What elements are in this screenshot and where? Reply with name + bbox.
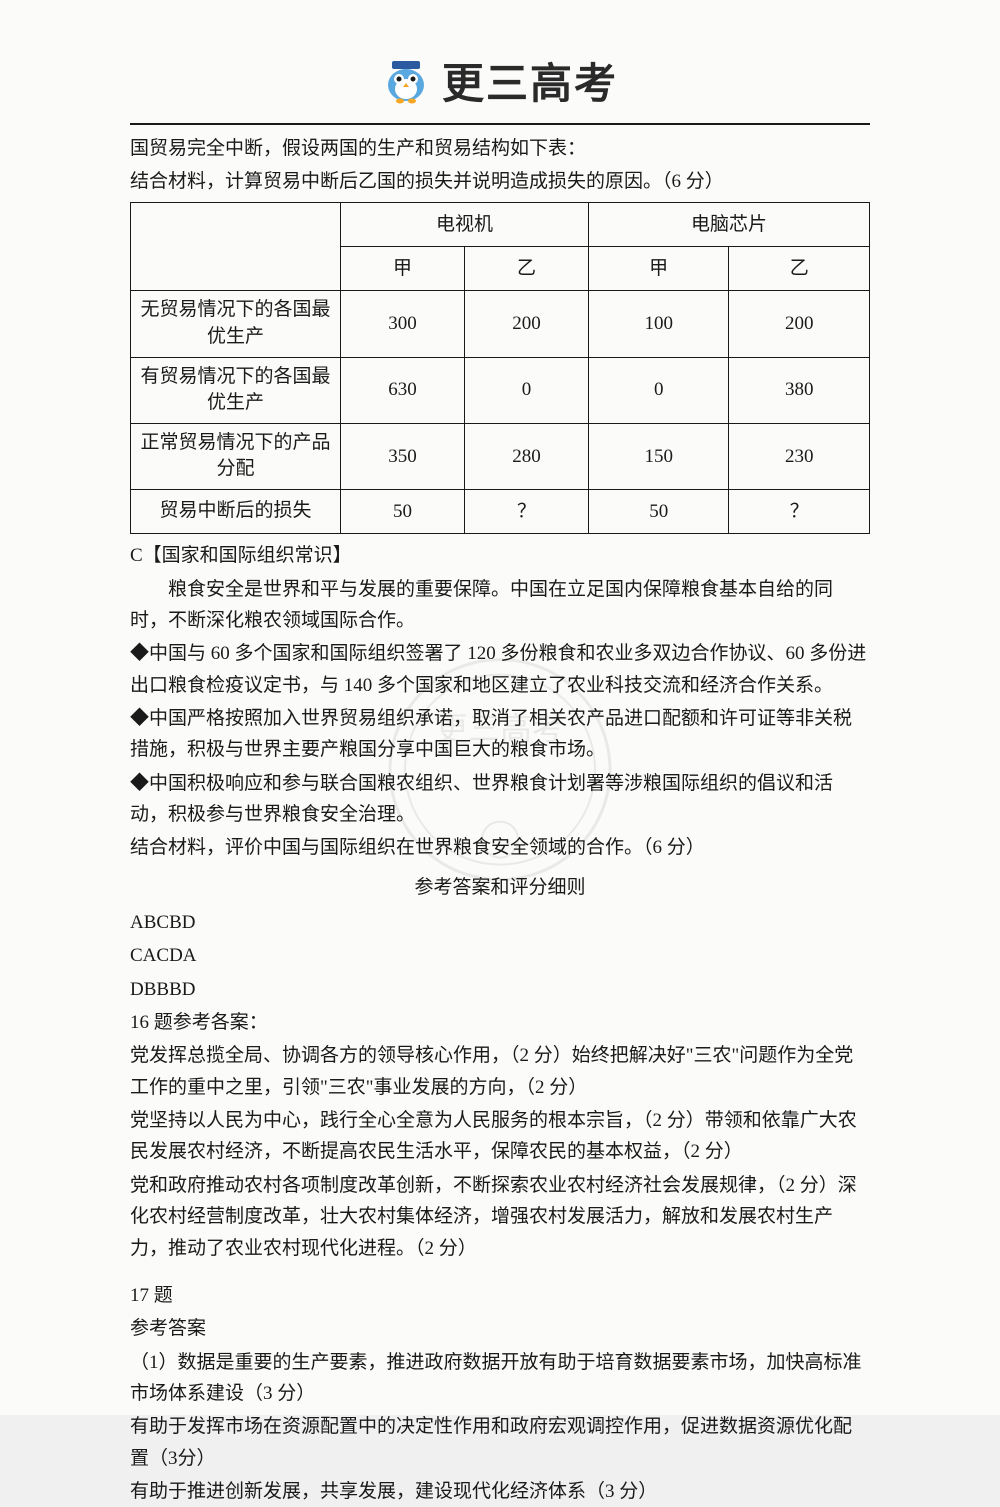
- table-header-row-1: 电视机 电脑芯片: [131, 202, 870, 246]
- cell: 50: [341, 489, 465, 533]
- q17-ref: 参考答案: [130, 1313, 870, 1344]
- cell: 50: [588, 489, 729, 533]
- section-c-title: C【国家和国际组织常识】: [130, 540, 870, 571]
- section-c-question: 结合材料，评价中国与国际组织在世界粮食安全领域的合作。（6 分）: [130, 832, 870, 863]
- document-page: 更三高考 更三高考 国贸: [0, 0, 1000, 1415]
- section-c-b2: ◆中国严格按照加入世界贸易组织承诺，取消了相关农产品进口配额和许可证等非关税措施…: [130, 703, 870, 766]
- mc-answers-2: CACDA: [130, 940, 870, 971]
- q16-label: 16 题参考各案：: [130, 1007, 870, 1038]
- cell: 350: [341, 423, 465, 489]
- cell: 230: [729, 423, 870, 489]
- row-label: 贸易中断后的损失: [131, 489, 341, 533]
- table-row: 正常贸易情况下的产品分配 350 280 150 230: [131, 423, 870, 489]
- owl-logo-icon: [382, 57, 430, 105]
- cell: 100: [588, 291, 729, 357]
- row-label: 正常贸易情况下的产品分配: [131, 423, 341, 489]
- cell: 200: [729, 291, 870, 357]
- sub-col-a2: 甲: [588, 247, 729, 291]
- document-body: 国贸易完全中断，假设两国的生产和贸易结构如下表： 结合材料，计算贸易中断后乙国的…: [130, 133, 870, 1507]
- trade-data-table: 电视机 电脑芯片 甲 乙 甲 乙 无贸易情况下的各国最优生产 300 200 1…: [130, 202, 870, 535]
- section-c-b3: ◆中国积极响应和参与联合国粮农组织、世界粮食计划署等涉粮国际组织的倡议和活动，积…: [130, 768, 870, 831]
- mc-answers-1: ABCBD: [130, 907, 870, 938]
- cell: 300: [341, 291, 465, 357]
- section-c-b1: ◆中国与 60 多个国家和国际组织签署了 120 多份粮食和农业多双边合作协议、…: [130, 638, 870, 701]
- col-group-tv: 电视机: [341, 202, 589, 246]
- cell: 0: [464, 357, 588, 423]
- q16-p1: 党发挥总揽全局、协调各方的领导核心作用，（2 分）始终把解决好"三农"问题作为全…: [130, 1040, 870, 1103]
- table-corner: [131, 202, 341, 291]
- row-label: 有贸易情况下的各国最优生产: [131, 357, 341, 423]
- row-label: 无贸易情况下的各国最优生产: [131, 291, 341, 357]
- q17-p1: （1）数据是重要的生产要素，推进政府数据开放有助于培育数据要素市场，加快高标准市…: [130, 1347, 870, 1410]
- intro-line-2: 结合材料，计算贸易中断后乙国的损失并说明造成损失的原因。（6 分）: [130, 166, 870, 197]
- section-c-p1: 粮食安全是世界和平与发展的重要保障。中国在立足国内保障粮食基本自给的同时，不断深…: [130, 574, 870, 637]
- answers-heading: 参考答案和评分细则: [130, 872, 870, 903]
- q17-p3: 有助于推进创新发展，共享发展，建设现代化经济体系（3 分）: [130, 1476, 870, 1507]
- mc-answers-3: DBBBD: [130, 974, 870, 1005]
- q17-p2: 有助于发挥市场在资源配置中的决定性作用和政府宏观调控作用，促进数据资源优化配置（…: [130, 1411, 870, 1474]
- cell: ？: [729, 489, 870, 533]
- header-logo-text: 更三高考: [442, 50, 618, 111]
- cell: 380: [729, 357, 870, 423]
- table-row: 贸易中断后的损失 50 ？ 50 ？: [131, 489, 870, 533]
- cell: 0: [588, 357, 729, 423]
- sub-col-b2: 乙: [729, 247, 870, 291]
- sub-col-b1: 乙: [464, 247, 588, 291]
- cell: ？: [464, 489, 588, 533]
- header-divider: [130, 123, 870, 125]
- q16-p2: 党坚持以人民为中心，践行全心全意为人民服务的根本宗旨，（2 分）带领和依靠广大农…: [130, 1105, 870, 1168]
- intro-line-1: 国贸易完全中断，假设两国的生产和贸易结构如下表：: [130, 133, 870, 164]
- cell: 200: [464, 291, 588, 357]
- table-row: 有贸易情况下的各国最优生产 630 0 0 380: [131, 357, 870, 423]
- cell: 150: [588, 423, 729, 489]
- header-logo-bar: 更三高考: [130, 50, 870, 111]
- sub-col-a1: 甲: [341, 247, 465, 291]
- col-group-chip: 电脑芯片: [588, 202, 869, 246]
- q16-p3: 党和政府推动农村各项制度改革创新，不断探索农业农村经济社会发展规律，（2 分）深…: [130, 1170, 870, 1264]
- q17-label: 17 题: [130, 1280, 870, 1311]
- cell: 630: [341, 357, 465, 423]
- table-row: 无贸易情况下的各国最优生产 300 200 100 200: [131, 291, 870, 357]
- cell: 280: [464, 423, 588, 489]
